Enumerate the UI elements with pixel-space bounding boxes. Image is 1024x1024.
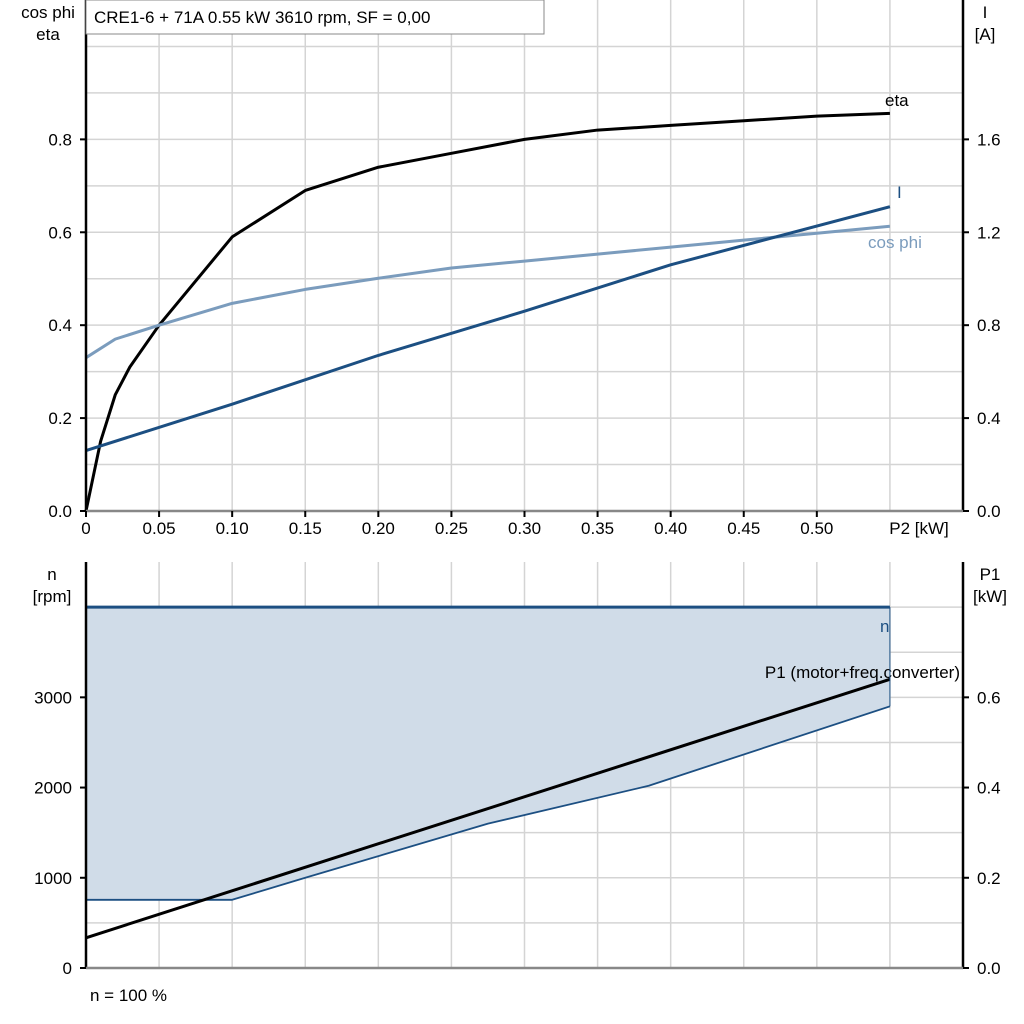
- x-tick-label: 0.50: [800, 519, 833, 538]
- y-tick-label-left: 3000: [34, 688, 72, 707]
- y-tick-label-right: 1.2: [977, 223, 1001, 242]
- lower-right-axis-label-1: P1: [980, 565, 1001, 584]
- y-tick-label-left: 0.2: [48, 409, 72, 428]
- right-axis-label-1: I: [983, 3, 988, 22]
- x-tick-label: 0.20: [362, 519, 395, 538]
- x-tick-label: 0.35: [581, 519, 614, 538]
- x-tick-label: 0.15: [289, 519, 322, 538]
- series-line-cos-phi: [85, 224, 891, 359]
- x-tick-label: 0.30: [508, 519, 541, 538]
- x-axis-label: P2 [kW]: [889, 519, 949, 538]
- series-label: P1 (motor+freq.converter): [765, 663, 960, 682]
- series-label: n: [880, 617, 889, 636]
- left-axis-label-1: cos phi: [21, 3, 75, 22]
- lower-right-axis-label-2: [kW]: [973, 587, 1007, 606]
- y-tick-label-right: 0.2: [977, 869, 1001, 888]
- upper-chart: eta cos phi I 0.0 0.2 0.4 0.6 0.8 0.0 0.4 0.8 1.2 1.…: [48, 0, 1001, 538]
- series-line-i: [85, 205, 891, 453]
- lower-chart: n P1 (motor+freq.converter) 0 1000 2000 3000 0…: [34, 562, 1001, 978]
- left-axis-label-2: eta: [36, 25, 60, 44]
- y-tick-label-right: 0.0: [977, 959, 1001, 978]
- right-axis-label-2: [A]: [975, 25, 996, 44]
- chart-title: CRE1-6 + 71A 0.55 kW 3610 rpm, SF = 0,00: [94, 8, 430, 27]
- x-tick-label: 0.25: [435, 519, 468, 538]
- title-box: [85, 0, 545, 35]
- x-tick-label: 0.10: [216, 519, 249, 538]
- y-tick-label-right: 0.0: [977, 502, 1001, 521]
- series-label: I: [897, 183, 902, 202]
- lower-left-axis-label-1: n: [47, 565, 56, 584]
- operating-range-fill: [86, 607, 890, 900]
- y-tick-label-left: 1000: [34, 869, 72, 888]
- x-tick-label: 0.05: [143, 519, 176, 538]
- y-tick-label-right: 0.8: [977, 316, 1001, 335]
- x-tick-label: 0.40: [654, 519, 687, 538]
- footnote: n = 100 %: [90, 986, 167, 1005]
- x-tick-label: 0: [81, 519, 90, 538]
- lower-left-axis-label-2: [rpm]: [33, 587, 72, 606]
- y-tick-label-right: 0.4: [977, 779, 1001, 798]
- series-line-eta: [84, 111, 890, 512]
- y-tick-label-right: 0.4: [977, 409, 1001, 428]
- y-tick-label-right: 0.6: [977, 688, 1001, 707]
- y-tick-label-left: 0.0: [48, 502, 72, 521]
- y-tick-label-left: 0: [63, 959, 72, 978]
- series-label: cos phi: [868, 233, 922, 252]
- y-tick-label-left: 0.6: [48, 223, 72, 242]
- y-tick-label-left: 0.4: [48, 316, 72, 335]
- y-tick-label-right: 1.6: [977, 130, 1001, 149]
- x-tick-label: 0.45: [727, 519, 760, 538]
- y-tick-label-left: 2000: [34, 779, 72, 798]
- y-tick-label-left: 0.8: [48, 130, 72, 149]
- series-line-p1-motor-freq-converter-: [85, 677, 891, 940]
- series-label: eta: [885, 91, 909, 110]
